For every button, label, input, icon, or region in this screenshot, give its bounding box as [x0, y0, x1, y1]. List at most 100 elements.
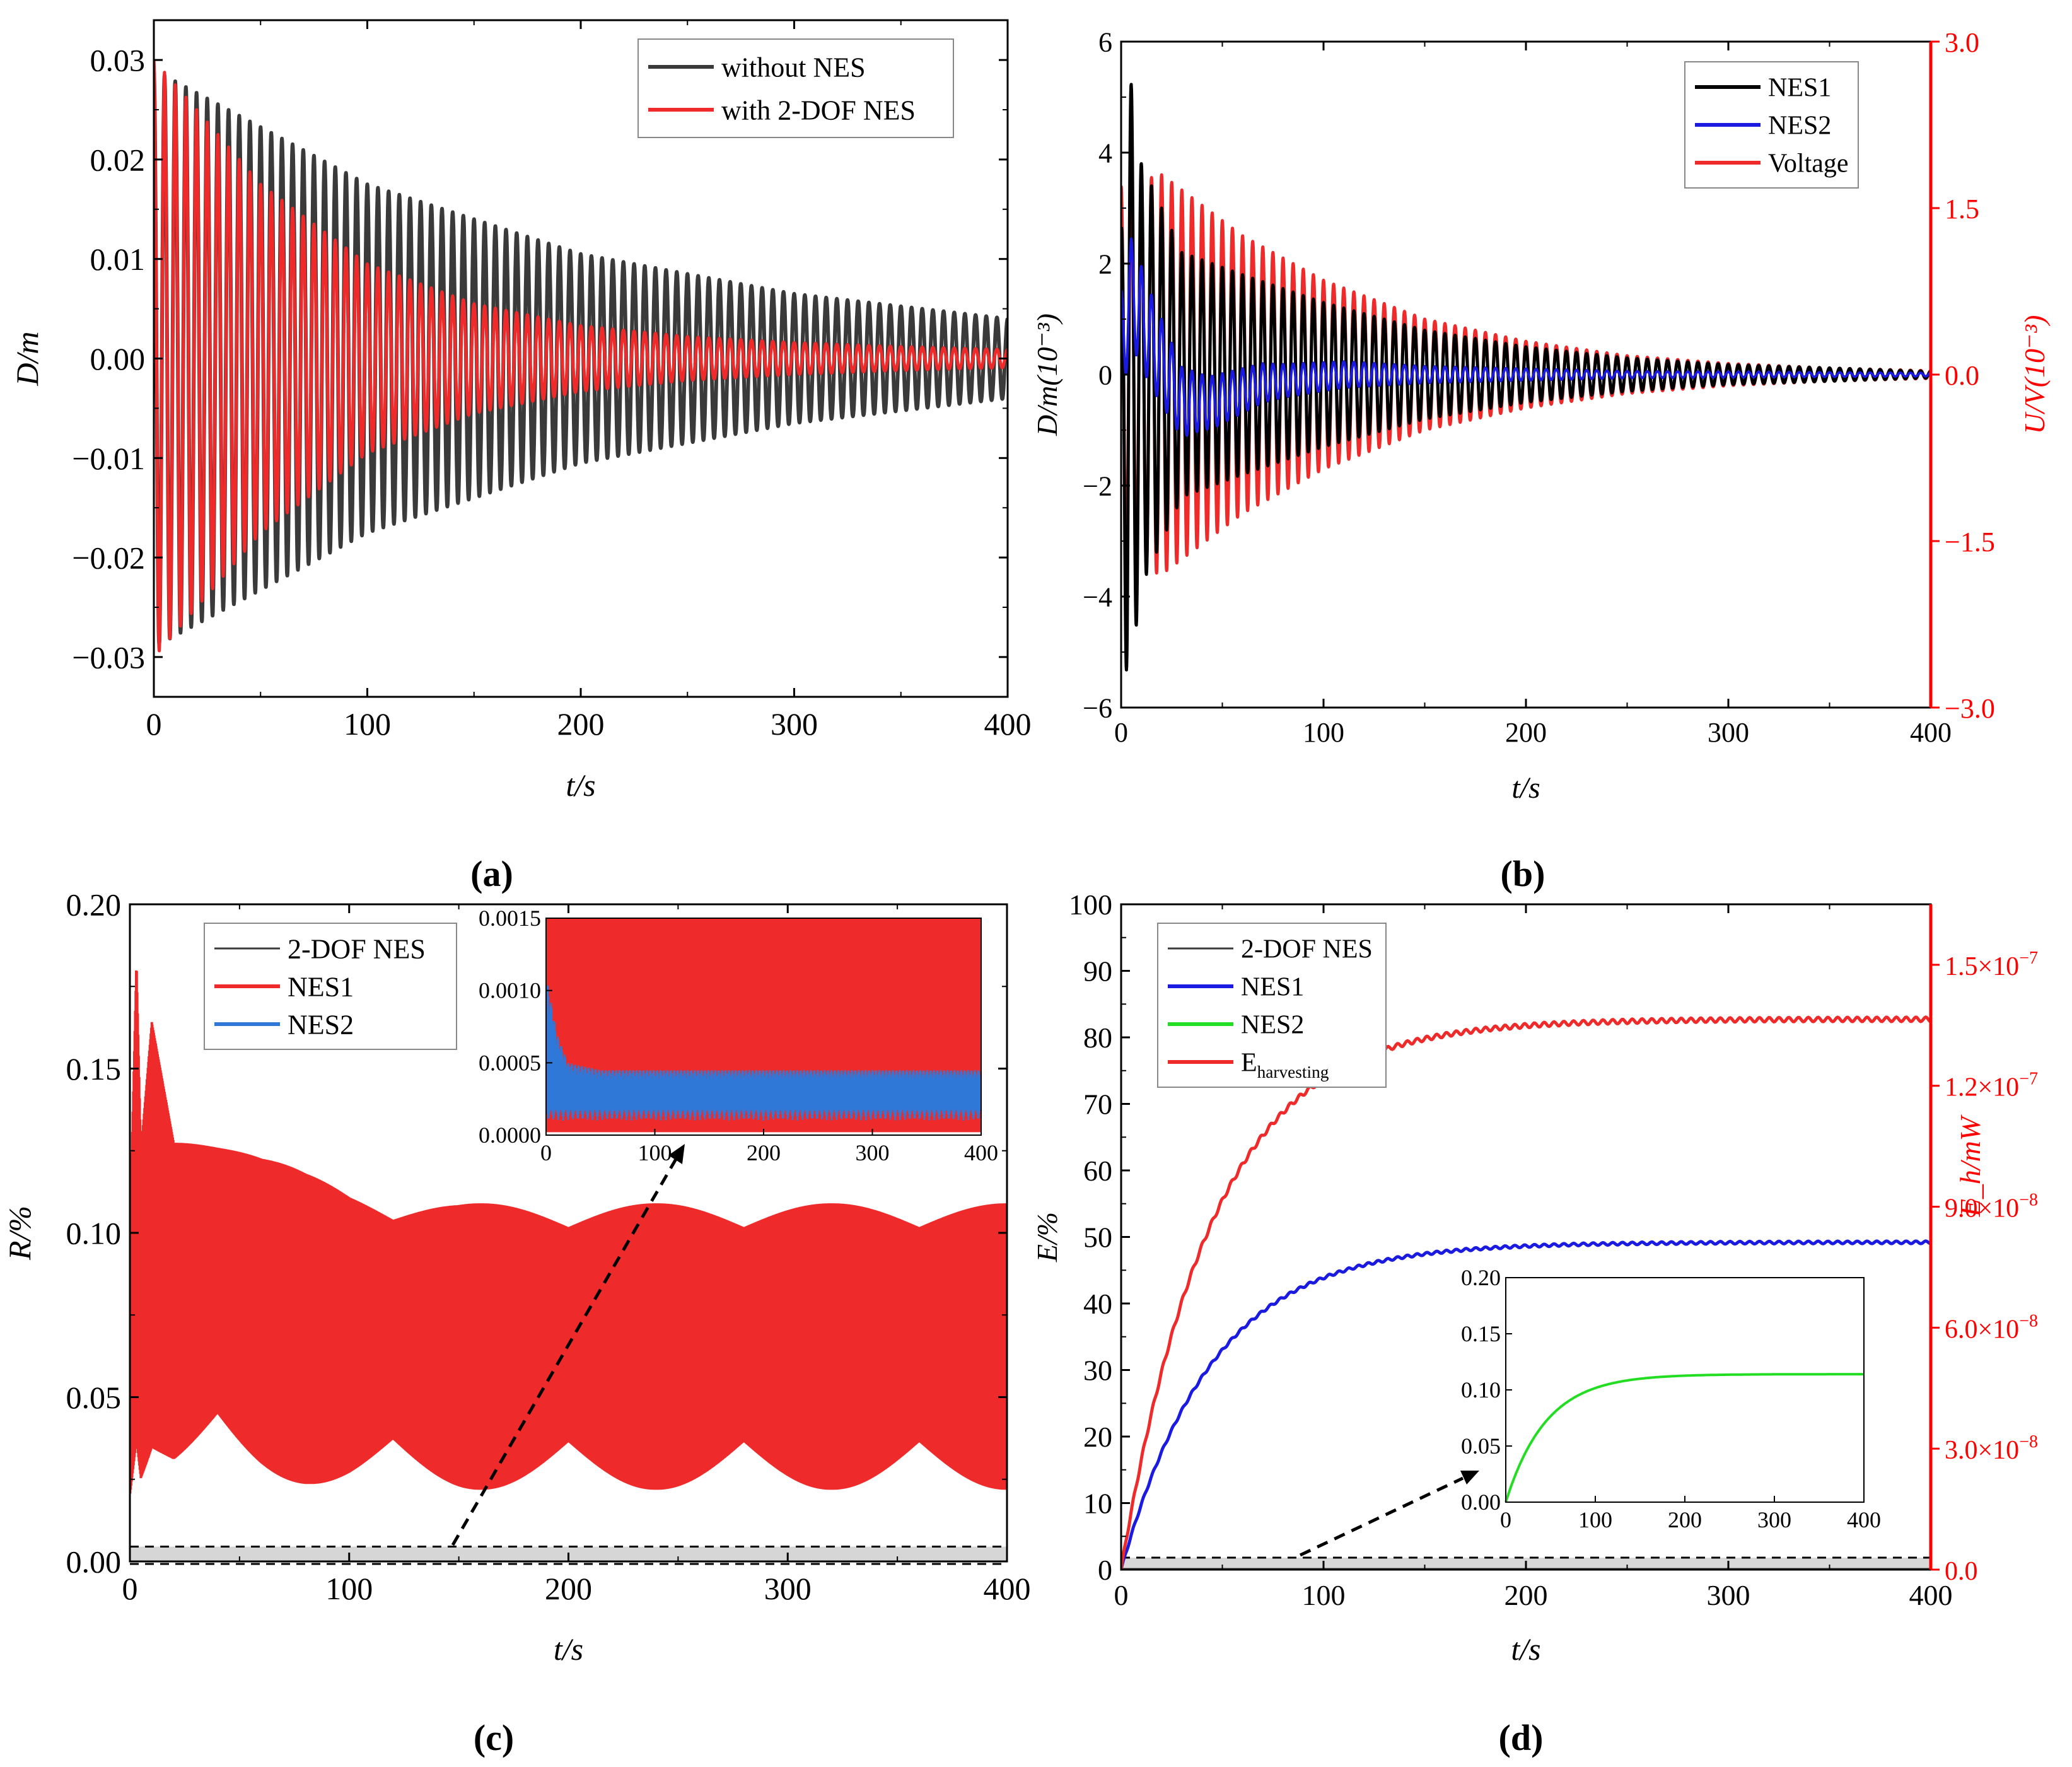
inset-x-tick-label: 400 [964, 1140, 998, 1165]
inset-nes2 [546, 985, 981, 1121]
y-tick-label: 0.15 [66, 1051, 122, 1087]
y-tick-label: 2 [1098, 248, 1112, 279]
y-tick-label: 0.02 [90, 142, 146, 177]
inset-x-tick-label: 200 [747, 1140, 781, 1165]
y-tick-label: −0.01 [72, 441, 145, 476]
inset-y-tick-label: 0.05 [1461, 1433, 1501, 1459]
legend-label: Voltage [1768, 149, 1849, 178]
y-tick-label: −0.02 [72, 540, 145, 576]
y-tick-label: −0.03 [72, 639, 145, 675]
panel-label: (a) [470, 853, 513, 894]
inset-x-tick-label: 0 [540, 1140, 552, 1165]
inset-x-tick-label: 100 [1578, 1507, 1612, 1532]
x-tick-label: 400 [1910, 717, 1952, 748]
legend-label: NES2 [1241, 1011, 1304, 1040]
x-tick-label: 400 [1909, 1579, 1953, 1611]
y-axis-label: D/m(10⁻³) [1031, 313, 1063, 436]
inset-bg [1506, 1278, 1864, 1502]
panel-a: 0 100 200 300 400 −0.03 −0.02 −0.01 0.00 0.01 0.02… [9, 19, 1032, 894]
inset-x-tick-label: 200 [1668, 1507, 1702, 1532]
x-tick-label: 0 [122, 1571, 138, 1606]
legend-label: 2-DOF NES [288, 933, 426, 964]
x-tick-label: 100 [325, 1571, 373, 1606]
y-tick-label: 80 [1083, 1022, 1112, 1054]
right-y-tick-exponent: −8 [2019, 1311, 2038, 1331]
y-tick-label: 90 [1083, 955, 1112, 988]
x-axis-label: t/s [1511, 771, 1540, 805]
inset-d: 0 100 200 300 400 0.00 0.05 0.10 0.15 0.20 [1461, 1265, 1881, 1532]
x-tick-label: 100 [1302, 1579, 1346, 1611]
inset-plot-area [546, 918, 981, 1133]
zoom-arrow-head [668, 1144, 685, 1164]
series-nes2 [1121, 237, 1931, 437]
right-y-tick-label: 1.5 [1945, 194, 1979, 225]
y-tick-label: −4 [1083, 581, 1112, 612]
y-tick-label: 0.00 [90, 341, 146, 376]
inset-nes2 [1505, 1373, 1864, 1503]
y-axis-label: D/m [9, 331, 45, 386]
x-tick-label: 200 [1505, 717, 1547, 748]
inset-y-tick-label: 0.00 [1461, 1490, 1501, 1515]
y-tick-label: 0.03 [90, 43, 146, 78]
x-axis-label: t/s [554, 1631, 583, 1667]
y-tick-label: 40 [1083, 1288, 1112, 1320]
inset-y-tick-label: 0.20 [1461, 1265, 1501, 1290]
right-y-tick-exponent: −8 [2019, 1432, 2038, 1452]
y-tick-label: 0 [1098, 1554, 1112, 1586]
series-e-harvesting [1121, 1015, 1931, 1570]
legend-label: NES1 [1768, 74, 1831, 103]
inset-x-tick-label: 400 [1847, 1507, 1881, 1532]
y-tick-label: 100 [1069, 889, 1112, 921]
panel-d: 0 100 200 300 400 0 10 20 30 40 50 60 70 80 90 100 0.0 3.… [1031, 889, 2038, 1758]
plot-area [1121, 83, 1931, 672]
series-with-2dof-nes [154, 59, 1008, 653]
x-tick-label: 300 [1708, 717, 1749, 748]
series-nes1 [1121, 83, 1931, 672]
x-tick-label: 200 [557, 706, 605, 742]
series-without-nes [154, 69, 1008, 646]
y-tick-label: −6 [1083, 692, 1112, 723]
y-tick-label: 0.20 [66, 887, 122, 923]
x-tick-label: 100 [1303, 717, 1344, 748]
y-tick-label: 50 [1083, 1222, 1112, 1254]
y-tick-label: 10 [1083, 1488, 1112, 1520]
right-y-tick-label: −3.0 [1945, 693, 1995, 724]
legend-label: NES2 [1768, 112, 1831, 141]
y-tick-label: 0 [1098, 359, 1112, 390]
legend-label: without NES [721, 52, 866, 83]
right-y-tick-label: 6.0×10−8 [1945, 1311, 2038, 1344]
x-tick-label: 200 [545, 1571, 592, 1606]
right-y-tick-exponent: −7 [2019, 948, 2038, 968]
x-tick-label: 0 [1114, 1579, 1129, 1611]
inset-c: 0 100 200 300 400 0.0000 0.0005 0.0010 0.0015 [479, 906, 998, 1165]
legend-label: with 2-DOF NES [721, 95, 916, 125]
inset-y-tick-label: 0.0000 [479, 1123, 541, 1148]
series-nes1 [1121, 1239, 1931, 1570]
panel-label: (b) [1501, 853, 1545, 894]
x-tick-label: 300 [771, 706, 818, 742]
inset-x-tick-label: 300 [1757, 1507, 1791, 1532]
x-tick-label: 0 [1114, 717, 1128, 748]
y-tick-label: 30 [1083, 1355, 1112, 1387]
legend-label: Eharvesting [1241, 1049, 1329, 1082]
legend-d [1157, 923, 1387, 1088]
x-axis-label: t/s [1511, 1631, 1540, 1667]
right-y-tick-label: 1.2×10−7 [1945, 1070, 2038, 1102]
y-tick-label: 20 [1083, 1421, 1112, 1453]
panel-label: (d) [1499, 1717, 1544, 1758]
x-axis-label: t/s [566, 767, 595, 803]
right-y-tick-label: −1.5 [1945, 527, 1995, 557]
x-tick-label: 400 [984, 1571, 1031, 1606]
panel-label: (c) [474, 1717, 514, 1758]
legend-subscript: harvesting [1257, 1063, 1329, 1082]
inset-y-tick-label: 0.0015 [479, 906, 541, 931]
x-tick-label: 0 [146, 706, 162, 742]
plot-area [154, 59, 1008, 653]
right-y-tick-exponent: −8 [2019, 1191, 2038, 1210]
panel-b: 0 100 200 300 400 −6 −4 −2 0 2 4 6 −3.0 −1.5 0.0 1.5 3.0… [1031, 26, 2051, 894]
inset-y-tick-label: 0.0010 [479, 978, 541, 1003]
inset-y-tick-label: 0.15 [1461, 1321, 1501, 1346]
inset-y-tick-label: 0.10 [1461, 1377, 1501, 1403]
y-axis-label: E/% [1031, 1212, 1063, 1263]
